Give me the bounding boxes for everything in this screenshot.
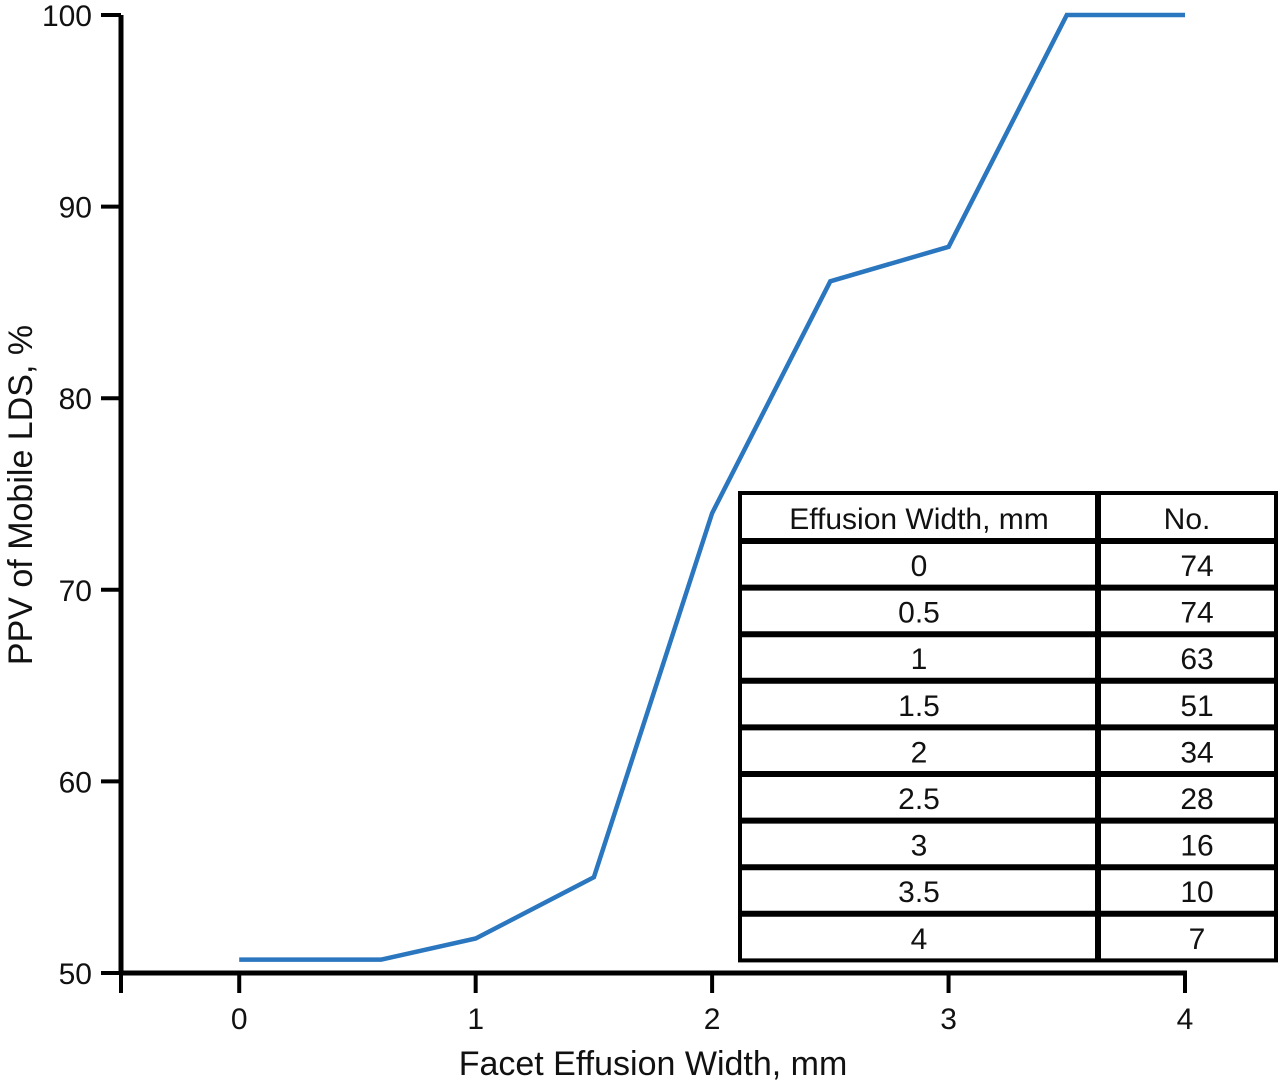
table-cell-width: 1 [911, 643, 928, 676]
y-tick-label: 60 [59, 766, 92, 799]
table-cell-width: 1.5 [898, 690, 940, 723]
table-cell-width: 3 [911, 830, 928, 863]
x-tick-label: 2 [704, 1003, 721, 1036]
table-header-cell: No. [1164, 503, 1211, 536]
table-cell-count: 10 [1180, 876, 1213, 909]
series-line [239, 12, 1185, 962]
table-cell-count: 7 [1189, 923, 1206, 956]
x-tick-label: 4 [1177, 1003, 1194, 1036]
table-cell-width: 2.5 [898, 783, 940, 816]
table-header-cell: Effusion Width, mm [789, 503, 1049, 536]
effusion-table: Effusion Width, mm No.0 740.5 741 631.5 512 34… [738, 491, 1278, 963]
table-cell-width: 4 [911, 923, 928, 956]
table-cell-width: 3.5 [898, 876, 940, 909]
table-cell-count: 51 [1180, 690, 1213, 723]
axes: 50 60 70 80 90 100 0 1 2 3 4 [42, 0, 1193, 1036]
y-axis-title: PPV of Mobile LDS, % [2, 325, 40, 665]
x-axis-title: Facet Effusion Width, mm [459, 1045, 848, 1083]
y-tick-label: 70 [59, 575, 92, 608]
table-cell-count: 74 [1180, 597, 1213, 630]
x-tick-label: 0 [231, 1003, 248, 1036]
x-tick-label: 3 [940, 1003, 957, 1036]
table-cell-count: 16 [1180, 830, 1213, 863]
table-cell-width: 0.5 [898, 597, 940, 630]
y-tick-label: 50 [59, 958, 92, 991]
y-tick-label: 90 [59, 192, 92, 225]
series-layer [239, 12, 1185, 962]
table-cell-count: 28 [1180, 783, 1213, 816]
table-cell-count: 34 [1180, 736, 1213, 769]
table-cell-width: 2 [911, 736, 928, 769]
table-cell-width: 0 [911, 550, 928, 583]
x-tick-label: 1 [467, 1003, 484, 1036]
y-tick-label: 100 [42, 0, 92, 33]
table-cell-count: 63 [1180, 643, 1213, 676]
y-tick-label: 80 [59, 383, 92, 416]
table-cell-count: 74 [1180, 550, 1213, 583]
